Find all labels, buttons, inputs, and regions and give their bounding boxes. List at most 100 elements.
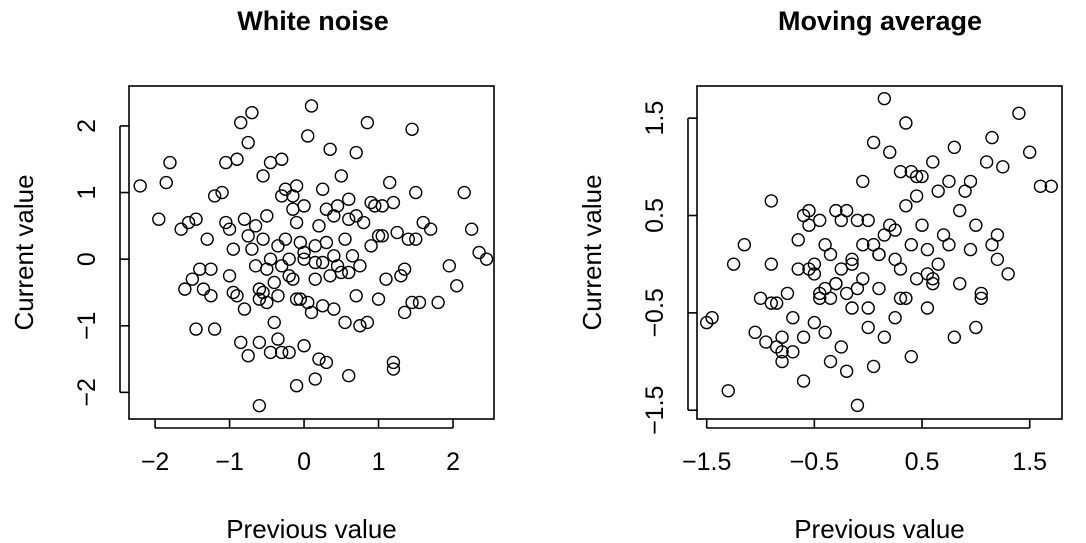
data-point [963, 174, 978, 189]
data-point [323, 142, 337, 156]
data-point [286, 202, 300, 216]
data-point [245, 242, 259, 256]
data-point [312, 219, 326, 233]
data-point [271, 332, 285, 346]
data-point [308, 372, 322, 386]
data-point [791, 262, 805, 276]
data-point [985, 238, 999, 252]
data-point [256, 232, 270, 246]
data-point [861, 320, 875, 335]
data-point [877, 330, 892, 344]
data-point [327, 209, 341, 223]
data-point [872, 281, 886, 296]
data-point [996, 160, 1010, 174]
data-point [315, 299, 330, 313]
data-point [861, 213, 875, 228]
data-point [893, 291, 908, 305]
data-point [289, 292, 304, 306]
data-point [829, 276, 843, 291]
data-point [899, 199, 913, 213]
data-point [252, 292, 267, 306]
data-point [278, 232, 293, 246]
data-point [222, 222, 237, 236]
x-tick-label: 2 [446, 448, 460, 476]
x-tick-label: 0.5 [905, 448, 940, 476]
data-point [1033, 179, 1048, 193]
data-point [204, 262, 218, 276]
data-point [364, 239, 378, 253]
data-point [915, 169, 929, 184]
data-point [271, 239, 285, 253]
data-point [286, 272, 300, 286]
y-tick-label: 2 [73, 119, 101, 133]
data-point [775, 354, 789, 369]
x-axis-label: Previous value [794, 514, 965, 543]
data-point [237, 212, 252, 226]
y-tick-label: 0.5 [641, 198, 669, 233]
data-point [909, 169, 924, 184]
data-point [807, 267, 822, 281]
data-point [872, 247, 886, 262]
data-point [379, 272, 393, 286]
x-tick-label: 1 [372, 448, 386, 476]
y-tick-label: −1.5 [641, 386, 669, 435]
y-tick-label: 1.5 [641, 101, 669, 136]
data-point [450, 279, 464, 293]
data-point [204, 289, 218, 303]
data-point [267, 275, 281, 290]
data-point [207, 322, 222, 336]
data-point [813, 213, 827, 228]
data-point [807, 257, 822, 271]
data-point [360, 315, 375, 330]
x-tick-label: 0 [297, 448, 311, 476]
data-point [345, 249, 360, 263]
data-point [856, 238, 870, 252]
data-point [252, 335, 267, 350]
data-point [174, 222, 188, 236]
data-point [327, 302, 341, 316]
data-point [234, 335, 248, 350]
data-point [256, 169, 270, 183]
data-point [850, 213, 865, 228]
data-point [263, 345, 278, 360]
data-point [364, 195, 378, 210]
data-point [397, 305, 412, 320]
data-point [263, 252, 278, 266]
data-point [899, 291, 913, 305]
white-noise-panel: White noise −2 −1 0 1 2 −2 −1 0 1 2 Previous value C… [9, 6, 495, 543]
y-tick-label: −2 [73, 378, 101, 407]
data-point [775, 345, 789, 359]
data-point [845, 252, 859, 267]
data-point [163, 155, 177, 170]
data-point [152, 212, 166, 226]
plot-frame [128, 85, 495, 420]
data-point [1012, 106, 1026, 120]
data-point [899, 116, 913, 130]
data-point [275, 345, 289, 360]
y-tick-label: −0.5 [641, 288, 669, 337]
data-point [282, 345, 296, 360]
data-point [883, 145, 897, 159]
data-point [845, 301, 859, 315]
data-point [248, 259, 263, 273]
x-tick-label: −1.5 [682, 448, 731, 476]
data-point [349, 209, 363, 223]
data-point [248, 219, 263, 233]
data-point [226, 285, 240, 300]
data-point [181, 215, 196, 230]
data-point [479, 252, 494, 266]
data-point [189, 322, 203, 336]
data-point [969, 320, 983, 335]
data-point [796, 330, 811, 344]
data-point [920, 301, 935, 315]
data-point [200, 232, 214, 246]
data-point [297, 245, 311, 260]
data-point [360, 115, 375, 130]
data-point [813, 286, 827, 301]
data-point [219, 155, 233, 170]
data-point [342, 369, 356, 383]
data-point [334, 265, 348, 280]
y-tick-label: 1 [73, 186, 101, 200]
data-point [386, 355, 401, 370]
data-point [315, 182, 330, 196]
